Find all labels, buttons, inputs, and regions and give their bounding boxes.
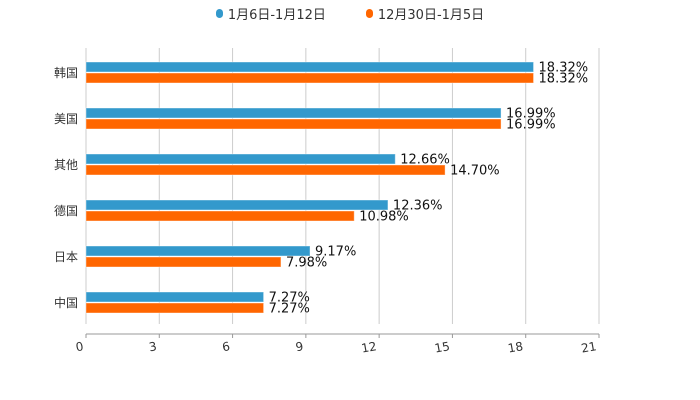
x-tick-label: 6 xyxy=(221,339,231,354)
bar-series-0 xyxy=(85,199,389,211)
data-label: 10.98% xyxy=(359,210,409,225)
category-label: 其他 xyxy=(54,158,78,172)
bar-series-1 xyxy=(85,118,502,130)
data-label: 18.32% xyxy=(539,61,589,76)
x-tick-label: 15 xyxy=(433,339,450,355)
bar-series-0 xyxy=(85,153,396,165)
bar-series-1 xyxy=(85,164,446,176)
legend-item-series-1[interactable]: 12月30日-1月5日 xyxy=(365,4,485,23)
x-tick-label: 3 xyxy=(148,339,158,354)
category-label: 德国 xyxy=(54,203,78,218)
bar-series-1 xyxy=(85,302,265,314)
bar-series-0 xyxy=(85,291,265,303)
bar-series-1 xyxy=(85,256,282,268)
x-tick-label: 12 xyxy=(360,339,377,355)
category-label: 日本 xyxy=(54,250,78,264)
legend-label: 12月30日-1月5日 xyxy=(377,8,485,23)
category-label: 美国 xyxy=(54,112,78,126)
data-label: 7.98% xyxy=(286,256,327,271)
bar-series-0 xyxy=(85,61,535,73)
category-label: 中国 xyxy=(54,295,78,310)
data-label: 18.32% xyxy=(539,72,589,87)
x-tick-label: 21 xyxy=(580,339,597,355)
bar-series-1 xyxy=(85,72,535,84)
legend-item-series-0[interactable]: 1月6日-1月12日 xyxy=(215,4,326,23)
data-label: 14.70% xyxy=(450,164,500,179)
data-label: 12.66% xyxy=(400,153,450,168)
bar-series-0 xyxy=(85,245,311,257)
x-tick-label: 9 xyxy=(294,339,304,354)
data-label: 12.36% xyxy=(393,199,443,214)
data-label: 16.99% xyxy=(506,118,556,133)
category-label: 韩国 xyxy=(54,65,78,80)
data-label: 7.27% xyxy=(269,291,310,306)
legend-label: 1月6日-1月12日 xyxy=(227,8,326,23)
legend-marker-icon xyxy=(215,9,223,18)
x-tick-label: 0 xyxy=(75,339,85,354)
bar-series-1 xyxy=(85,210,355,222)
bar-series-0 xyxy=(85,107,502,119)
legend: 1月6日-1月12日 12月30日-1月5日 xyxy=(0,4,700,23)
data-label: 16.99% xyxy=(506,107,556,122)
data-label: 9.17% xyxy=(315,245,356,260)
x-tick-label: 18 xyxy=(507,339,524,355)
data-label: 7.27% xyxy=(269,302,310,317)
legend-marker-icon xyxy=(365,9,373,18)
